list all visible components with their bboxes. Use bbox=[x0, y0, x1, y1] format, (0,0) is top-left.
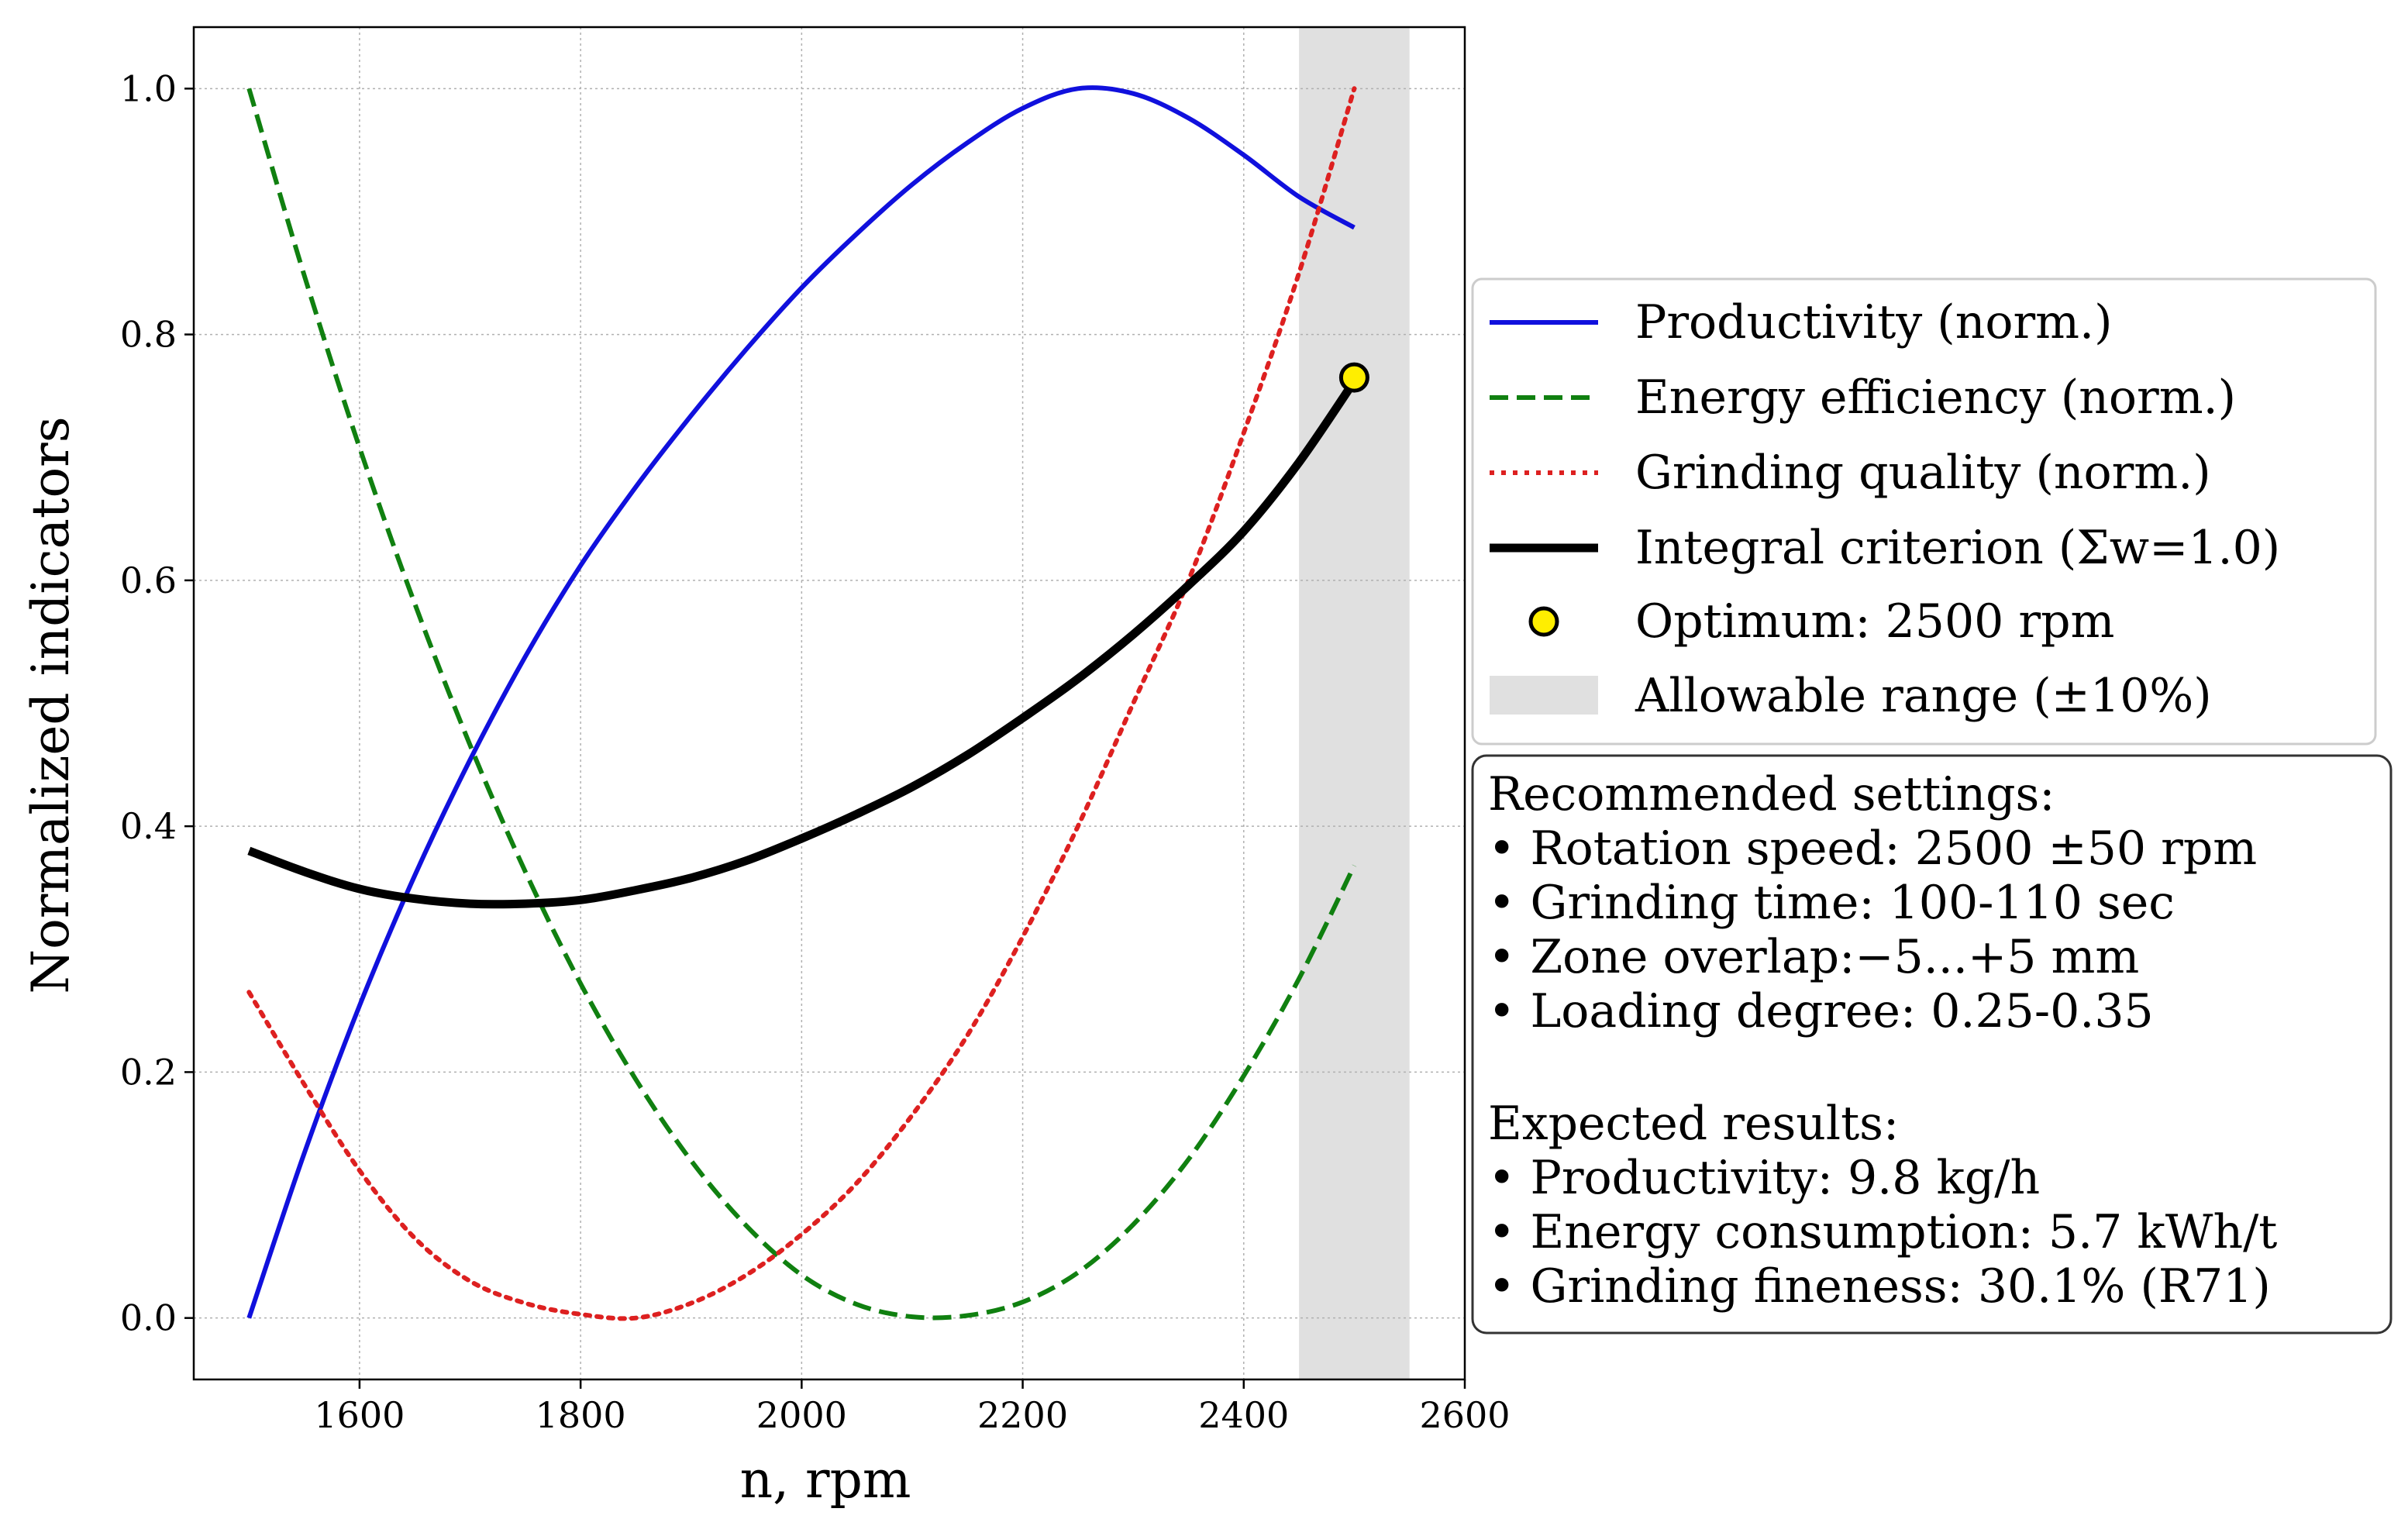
x-tick-label-3: 2200 bbox=[977, 1394, 1068, 1436]
legend-entry-energy-efficiency: Energy efficiency (norm.) bbox=[1635, 370, 2236, 425]
allowable-range-band bbox=[1299, 27, 1410, 1379]
y-tick-label-0: 0.0 bbox=[120, 1297, 177, 1339]
y-tick-label-1: 0.2 bbox=[120, 1051, 177, 1093]
info-line-9: • Grinding fineness: 30.1% (R71) bbox=[1488, 1259, 2271, 1314]
x-axis-label: n, rpm bbox=[740, 1450, 911, 1510]
y-tick-label-3: 0.6 bbox=[120, 560, 177, 601]
info-line-4: • Loading degree: 0.25-0.35 bbox=[1488, 984, 2154, 1038]
info-line-7: • Productivity: 9.8 kg/h bbox=[1488, 1151, 2040, 1205]
legend: Productivity (norm.) Energy efficiency (… bbox=[1471, 277, 2377, 746]
plot-area: 1600 1800 2000 2200 2400 2600 0.0 0.2 0.4 0.6 0.8 1… bbox=[120, 26, 1511, 1436]
y-tick-label-2: 0.4 bbox=[120, 805, 177, 847]
legend-swatch-optimum bbox=[1528, 606, 1559, 637]
legend-entry-productivity: Productivity (norm.) bbox=[1635, 295, 2113, 350]
info-line-3: • Zone overlap:−5...+5 mm bbox=[1488, 930, 2139, 984]
legend-entry-allowable-range: Allowable range (±10%) bbox=[1635, 669, 2212, 723]
series-line-0 bbox=[246, 85, 1356, 1319]
recommendations-box: Recommended settings: • Rotation speed: … bbox=[1471, 754, 2392, 1335]
optimum-marker bbox=[1338, 362, 1369, 393]
x-tick-label-1: 1800 bbox=[536, 1394, 626, 1436]
info-line-6: Expected results: bbox=[1488, 1097, 1899, 1151]
legend-entry-integral-criterion: Integral criterion (Σw=1.0) bbox=[1635, 521, 2280, 575]
x-tick-label-2: 2000 bbox=[756, 1394, 847, 1436]
x-tick-label-5: 2600 bbox=[1419, 1394, 1510, 1436]
series-line-2 bbox=[246, 86, 1357, 1321]
y-tick-label-4: 0.8 bbox=[120, 314, 177, 356]
y-axis-label: Normalized indicators bbox=[21, 416, 81, 994]
info-line-2: • Grinding time: 100-110 sec bbox=[1488, 876, 2175, 930]
info-line-8: • Energy consumption: 5.7 kWh/t bbox=[1488, 1205, 2277, 1259]
legend-swatch-allowable-range bbox=[1490, 676, 1598, 715]
legend-frame bbox=[1471, 277, 2377, 746]
series-line-3 bbox=[247, 378, 1358, 909]
x-tick-label-4: 2400 bbox=[1198, 1394, 1289, 1436]
plot-frame bbox=[192, 26, 1466, 1381]
info-line-0: Recommended settings: bbox=[1488, 767, 2055, 821]
series-line-1 bbox=[246, 88, 1357, 1321]
legend-entry-grinding-quality: Grinding quality (norm.) bbox=[1635, 446, 2211, 500]
x-tick-label-0: 1600 bbox=[314, 1394, 405, 1436]
legend-entry-optimum: Optimum: 2500 rpm bbox=[1635, 594, 2114, 649]
info-line-1: • Rotation speed: 2500 ±50 rpm bbox=[1488, 821, 2257, 876]
y-tick-label-5: 1.0 bbox=[120, 67, 177, 109]
recommendations-frame bbox=[1471, 754, 2392, 1335]
